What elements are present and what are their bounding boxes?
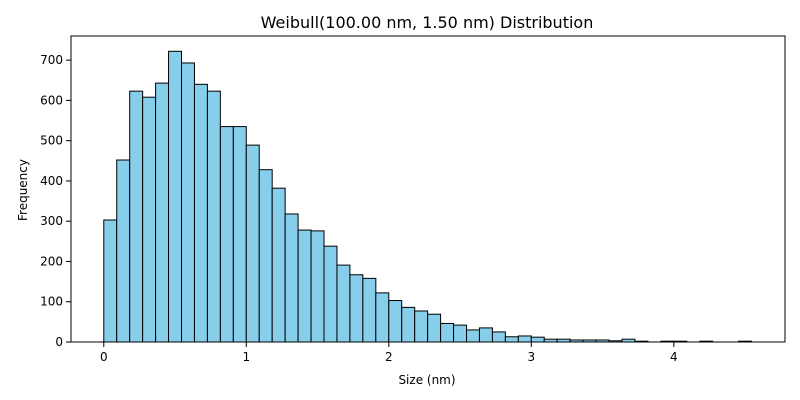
histogram-bar	[103, 219, 118, 343]
x-axis: 0 1 2 3 4	[100, 342, 678, 364]
y-tick-label: 400	[40, 174, 63, 188]
chart-title: Weibull(100.00 nm, 1.50 nm) Distribution	[261, 13, 594, 32]
histogram-bar	[297, 229, 312, 343]
histogram-bar	[453, 324, 468, 343]
histogram-bar	[401, 306, 416, 343]
histogram-bar	[206, 90, 221, 343]
y-axis: 0 100 200 300 400 500 600 700	[40, 53, 71, 349]
histogram-bar	[414, 310, 429, 343]
histogram-bar	[168, 50, 183, 343]
histogram-bar	[336, 264, 351, 343]
histogram-bar	[349, 274, 364, 343]
histogram-bar	[427, 313, 442, 343]
y-tick-label: 100	[40, 295, 63, 309]
histogram-bar	[310, 230, 325, 343]
histogram-bar	[504, 336, 519, 343]
histogram-bar	[271, 187, 286, 343]
histogram-bar	[466, 329, 480, 343]
y-tick-label: 600	[40, 93, 63, 107]
histogram-bar	[219, 126, 234, 343]
x-tick-label: 0	[100, 350, 108, 364]
histogram-bar	[245, 144, 260, 343]
histogram-bar	[375, 292, 390, 343]
histogram-bar	[181, 62, 195, 343]
histogram-bar	[155, 82, 170, 343]
x-tick-label: 4	[670, 350, 678, 364]
histogram-bar	[388, 300, 403, 343]
x-tick-label: 2	[385, 350, 393, 364]
x-tick-label: 1	[242, 350, 250, 364]
histogram-bar	[142, 96, 157, 343]
histogram-bar	[116, 159, 131, 343]
y-axis-label: Frequency	[16, 159, 30, 221]
histogram-bar	[362, 277, 377, 343]
histogram-bar	[232, 126, 247, 343]
histogram-bar	[323, 245, 338, 343]
histogram-bar	[530, 336, 545, 343]
x-axis-label: Size (nm)	[398, 373, 455, 387]
bars-group	[103, 50, 753, 343]
x-tick-label: 3	[528, 350, 536, 364]
histogram-bar	[258, 169, 273, 343]
histogram-bar	[491, 331, 506, 343]
histogram-bar	[478, 327, 493, 343]
histogram-bar	[193, 83, 208, 343]
y-tick-label: 0	[55, 335, 63, 349]
plot-frame	[70, 35, 786, 343]
histogram-bar	[284, 213, 299, 343]
y-tick-label: 300	[40, 214, 63, 228]
y-tick-label: 500	[40, 134, 63, 148]
y-tick-label: 700	[40, 53, 63, 67]
y-tick-label: 200	[40, 254, 63, 268]
histogram-bar	[129, 90, 144, 343]
histogram-bar	[517, 335, 532, 343]
histogram-bar	[440, 322, 455, 343]
